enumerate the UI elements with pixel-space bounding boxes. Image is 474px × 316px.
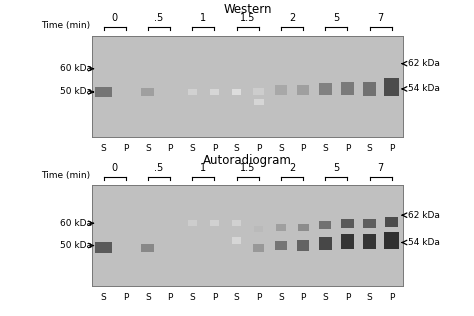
Bar [384, 78, 399, 96]
Text: S: S [189, 293, 195, 302]
Bar [319, 221, 331, 229]
Text: 5: 5 [333, 163, 339, 173]
Text: P: P [167, 293, 173, 302]
Text: Time (min): Time (min) [41, 171, 90, 180]
Bar [363, 234, 376, 249]
Text: S: S [367, 144, 373, 153]
Text: S: S [234, 293, 239, 302]
Bar [364, 219, 376, 228]
Text: P: P [212, 144, 217, 153]
Text: P: P [212, 293, 217, 302]
Text: S: S [145, 293, 151, 302]
Bar [341, 82, 354, 95]
Bar [319, 83, 332, 95]
Bar [384, 232, 399, 249]
Text: 50 kDa: 50 kDa [60, 241, 92, 250]
Text: 54 kDa: 54 kDa [408, 238, 439, 247]
Text: P: P [123, 293, 128, 302]
Text: 2: 2 [289, 163, 295, 173]
Text: P: P [256, 293, 262, 302]
Text: 0: 0 [111, 163, 118, 173]
Bar [363, 82, 376, 96]
Text: S: S [234, 144, 239, 153]
Bar [341, 234, 354, 249]
Text: 7: 7 [378, 163, 384, 173]
Bar [188, 89, 197, 95]
Text: S: S [278, 144, 284, 153]
Bar [232, 89, 241, 95]
Bar [319, 237, 332, 250]
Text: 1: 1 [200, 163, 206, 173]
Bar [275, 241, 287, 250]
Text: P: P [123, 144, 128, 153]
Bar [297, 240, 310, 251]
Text: Western: Western [223, 3, 272, 16]
Text: 7: 7 [378, 13, 384, 23]
Text: P: P [389, 293, 394, 302]
Bar [341, 219, 354, 228]
Bar [254, 226, 264, 232]
Text: S: S [189, 144, 195, 153]
Bar [141, 88, 155, 96]
Bar [297, 85, 310, 95]
Text: P: P [256, 144, 262, 153]
Bar [95, 87, 112, 97]
Text: S: S [100, 144, 106, 153]
Text: S: S [278, 293, 284, 302]
Text: 1.5: 1.5 [240, 163, 255, 173]
Text: 62 kDa: 62 kDa [408, 211, 439, 220]
Bar [95, 242, 112, 252]
Bar [188, 220, 197, 226]
Text: 54 kDa: 54 kDa [408, 84, 439, 94]
Text: 50 kDa: 50 kDa [60, 88, 92, 96]
Text: P: P [301, 293, 306, 302]
Text: Time (min): Time (min) [41, 21, 90, 30]
Text: P: P [345, 293, 350, 302]
Text: S: S [322, 293, 328, 302]
Bar [232, 220, 241, 226]
Bar [232, 237, 241, 244]
Text: 62 kDa: 62 kDa [408, 59, 439, 68]
Text: S: S [100, 293, 106, 302]
Text: P: P [167, 144, 173, 153]
Text: 5: 5 [333, 13, 339, 23]
Bar [254, 99, 264, 105]
Text: 1: 1 [200, 13, 206, 23]
Bar [210, 220, 219, 226]
Text: .5: .5 [155, 13, 164, 23]
Text: 2: 2 [289, 13, 295, 23]
Bar [275, 85, 287, 95]
Text: P: P [301, 144, 306, 153]
Bar [210, 89, 219, 95]
Text: P: P [389, 144, 394, 153]
Text: 60 kDa: 60 kDa [60, 64, 92, 73]
Text: S: S [322, 144, 328, 153]
Bar [276, 224, 286, 231]
Text: 1.5: 1.5 [240, 13, 255, 23]
Bar [298, 224, 309, 231]
Bar [141, 244, 155, 252]
Text: Autoradiogram: Autoradiogram [203, 155, 292, 167]
Bar [253, 244, 264, 252]
Text: S: S [145, 144, 151, 153]
Text: P: P [345, 144, 350, 153]
Bar [253, 88, 264, 95]
Text: .5: .5 [155, 163, 164, 173]
Bar [385, 217, 398, 227]
Text: 0: 0 [111, 13, 118, 23]
Text: 60 kDa: 60 kDa [60, 219, 92, 228]
Text: S: S [367, 293, 373, 302]
